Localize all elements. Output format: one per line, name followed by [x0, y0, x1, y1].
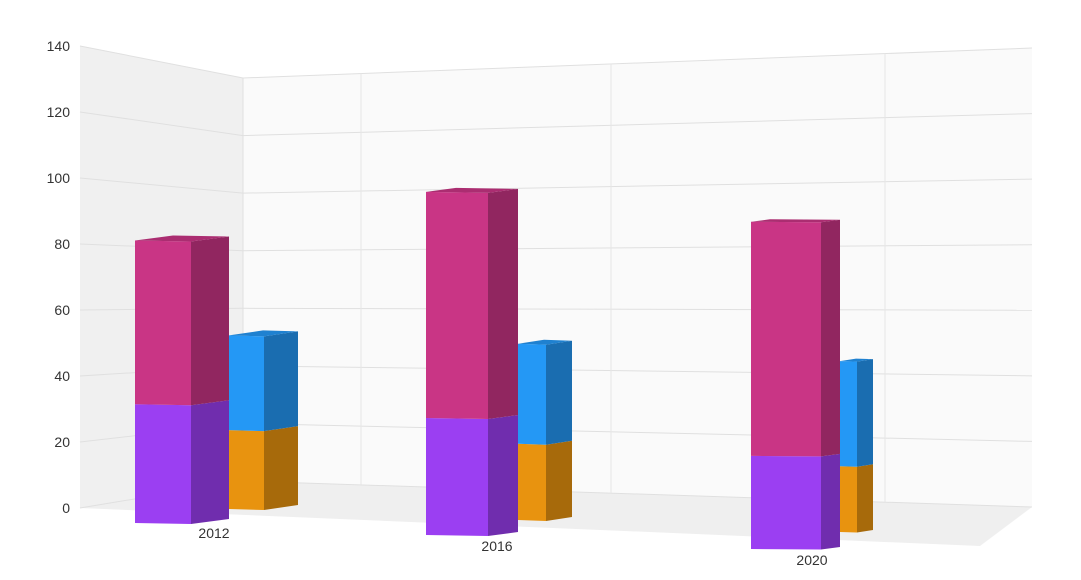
y-tick-label: 80	[54, 236, 70, 252]
bar-side-2016-s0-0	[488, 415, 518, 536]
grid-line-back	[242, 47, 1033, 79]
grid-line-back	[242, 422, 1033, 442]
bar-front-2020-s0-1	[751, 221, 821, 457]
bar-front-2020-s0-0	[751, 455, 821, 550]
y-axis-ticks: 0 20 40 60 80 100 120 140	[47, 38, 71, 516]
bar-front-2020-s1-0	[840, 466, 857, 533]
bar-side-2020-s0-0	[821, 453, 840, 550]
bar-side-2012-s1-1	[264, 331, 298, 432]
x-axis-labels: 2012 2016 2020	[198, 525, 827, 568]
bar-top-2020-s1	[840, 358, 873, 362]
bar-side-2016-s1-1	[546, 340, 572, 445]
bar-front-2016-s1-0	[518, 443, 546, 521]
bars	[135, 187, 873, 550]
bar-side-2012-s0-1	[191, 236, 229, 406]
bar-top-2016-s0	[426, 187, 518, 193]
bar-side-2016-s0-1	[488, 188, 518, 419]
bar-front-2020-s1-1	[840, 361, 857, 467]
bar-side-2020-s1-0	[857, 464, 873, 533]
grid-line-back	[242, 244, 1033, 252]
grid-line-back	[242, 307, 1033, 311]
bar-side-2020-s0-1	[821, 219, 840, 457]
grid-line-side	[79, 111, 244, 137]
grid-line-back	[242, 113, 1033, 137]
grid-line-back	[242, 480, 1033, 508]
bar-front-2016-s0-0	[426, 418, 488, 536]
bar-top-2012-s1	[229, 330, 298, 337]
bar-front-2016-s1-1	[518, 343, 546, 445]
bar-front-2012-s1-0	[229, 430, 264, 510]
bar-front-2012-s0-0	[135, 404, 191, 524]
grid-line-side	[79, 177, 244, 194]
y-tick-label: 20	[54, 434, 70, 450]
y-tick-label: 120	[47, 104, 71, 120]
bar-top-2020-s0	[751, 219, 840, 223]
bar-front-2012-s0-1	[135, 240, 191, 406]
bar-top-2016-s1	[518, 339, 572, 345]
y-tick-label: 140	[47, 38, 71, 54]
grid-line-side	[79, 45, 244, 79]
y-tick-label: 0	[62, 500, 70, 516]
y-tick-label: 100	[47, 170, 71, 186]
bar-side-2012-s0-0	[191, 400, 229, 524]
x-category-label: 2012	[198, 525, 229, 541]
x-category-label: 2016	[481, 538, 512, 554]
bar-side-2016-s1-0	[546, 440, 572, 521]
bar-front-2012-s1-1	[229, 335, 264, 432]
grid-line-back	[242, 365, 1033, 377]
bar-top-2012-s0	[135, 235, 229, 242]
x-category-label: 2020	[796, 552, 827, 568]
bar-front-2016-s0-1	[426, 191, 488, 419]
y-tick-label: 40	[54, 368, 70, 384]
y-tick-label: 60	[54, 302, 70, 318]
grid-line-back	[242, 178, 1033, 194]
bar-side-2012-s1-0	[264, 426, 298, 510]
bar-side-2020-s1-1	[857, 359, 873, 467]
